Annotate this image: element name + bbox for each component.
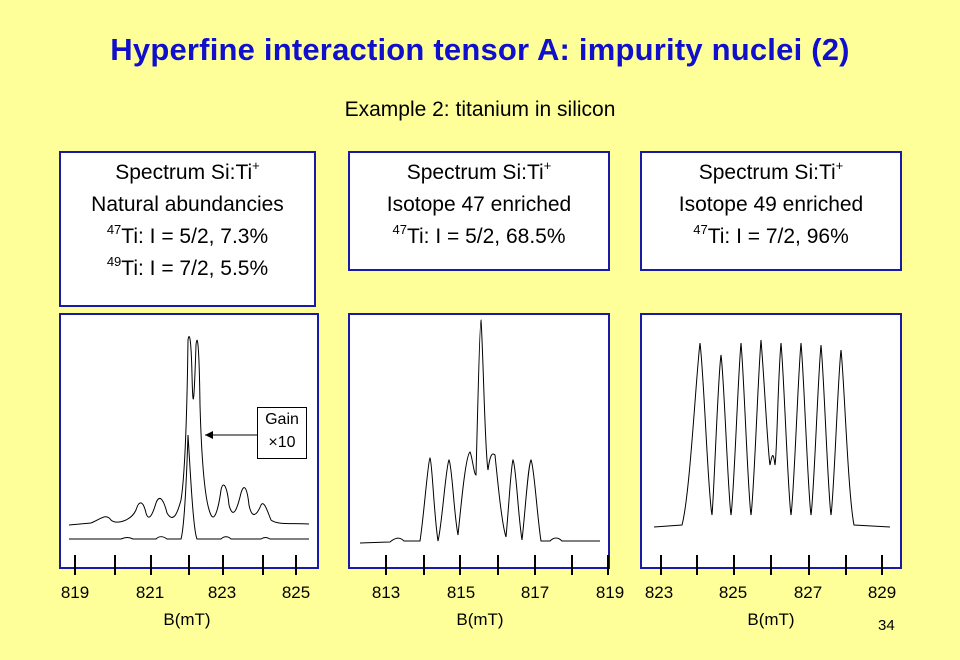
axis-tick (571, 555, 573, 575)
axis-tick (423, 555, 425, 575)
info-line: 47Ti: I = 5/2, 68.5% (392, 222, 566, 248)
slide-title: Hyperfine interaction tensor A: impurity… (110, 32, 850, 67)
axis-tick (114, 555, 116, 575)
x-axis-natural (59, 555, 321, 575)
axis-tick (845, 555, 847, 575)
spectrum-trace-natural (68, 336, 310, 540)
axis-tick-label: 821 (135, 583, 165, 602)
axis-tick (385, 555, 387, 575)
axis-tick (459, 555, 461, 575)
axis-tick (808, 555, 810, 575)
axis-tick-label: 825 (281, 583, 311, 602)
info-heading: Spectrum Si:Ti+ (698, 158, 844, 184)
axis-tick (733, 555, 735, 575)
info-line: Isotope 47 enriched (386, 193, 572, 216)
axis-tick (497, 555, 499, 575)
axis-tick (534, 555, 536, 575)
axis-tick (188, 555, 190, 575)
axis-title: B(mT) (747, 610, 795, 629)
page-number: 34 (878, 617, 895, 634)
axis-tick (770, 555, 772, 575)
axis-tick (150, 555, 152, 575)
axis-tick (696, 555, 698, 575)
axis-tick-label: 817 (520, 583, 550, 602)
axis-tick (607, 555, 609, 575)
spectrum-plot-natural: Gain ×10 (59, 313, 319, 569)
axis-tick-label: 829 (867, 583, 897, 602)
info-line: Isotope 49 enriched (678, 193, 864, 216)
x-axis-isotope-47 (348, 555, 610, 575)
info-box-natural: Spectrum Si:Ti+ Natural abundancies 47Ti… (59, 151, 316, 307)
axis-tick-label: 819 (60, 583, 90, 602)
info-heading: Spectrum Si:Ti+ (115, 158, 260, 184)
slide-subtitle: Example 2: titanium in silicon (344, 98, 616, 121)
axis-tick (295, 555, 297, 575)
axis-tick (222, 555, 224, 575)
spectrum-trace-isotope-49 (653, 339, 891, 528)
info-box-isotope-47: Spectrum Si:Ti+ Isotope 47 enriched 47Ti… (348, 151, 610, 271)
axis-tick-label: 819 (595, 583, 625, 602)
axis-tick (660, 555, 662, 575)
axis-tick-label: 813 (371, 583, 401, 602)
x-axis-isotope-49 (640, 555, 902, 575)
gain-annotation: Gain ×10 (257, 407, 307, 459)
spectrum-plot-isotope-49 (640, 313, 902, 569)
axis-tick (262, 555, 264, 575)
axis-tick (74, 555, 76, 575)
axis-tick-label: 823 (207, 583, 237, 602)
axis-tick-label: 825 (718, 583, 748, 602)
axis-title: B(mT) (163, 610, 211, 629)
info-heading: Spectrum Si:Ti+ (406, 158, 552, 184)
info-line: 47Ti: I = 5/2, 7.3% (106, 222, 269, 248)
info-line: Natural abundancies (91, 193, 284, 216)
axis-tick-label: 827 (793, 583, 823, 602)
axis-tick (881, 555, 883, 575)
axis-tick-label: 823 (644, 583, 674, 602)
spectrum-plot-isotope-47 (348, 313, 610, 569)
spectrum-trace-isotope-47 (359, 319, 600, 544)
axis-tick-label: 815 (446, 583, 476, 602)
info-line: 49Ti: I = 7/2, 5.5% (106, 254, 269, 280)
info-line: 47Ti: I = 7/2, 96% (693, 222, 849, 248)
axis-title: B(mT) (456, 610, 504, 629)
info-box-isotope-49: Spectrum Si:Ti+ Isotope 49 enriched 47Ti… (640, 151, 902, 271)
